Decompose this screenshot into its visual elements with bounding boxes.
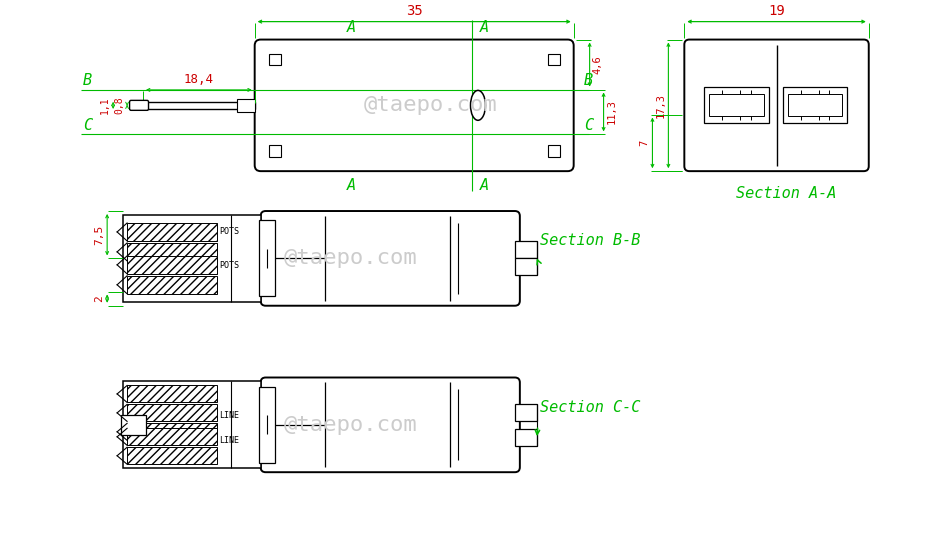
Text: POTS: POTS: [219, 262, 239, 270]
Bar: [548, 145, 560, 157]
Bar: [787, 94, 842, 116]
Text: 7,5: 7,5: [94, 225, 104, 245]
Text: 7: 7: [639, 140, 649, 146]
Bar: [127, 223, 217, 241]
Bar: [237, 99, 255, 112]
Text: A: A: [347, 177, 356, 192]
Bar: [121, 415, 146, 435]
Bar: [127, 423, 217, 440]
Bar: [783, 87, 847, 123]
Text: A: A: [480, 177, 489, 192]
Bar: [548, 54, 560, 65]
Bar: [709, 94, 764, 116]
Text: LINE: LINE: [219, 436, 239, 445]
Bar: [127, 256, 217, 274]
Text: A: A: [347, 20, 356, 35]
Text: Section A-A: Section A-A: [736, 185, 836, 200]
Text: C: C: [583, 118, 593, 133]
Bar: [269, 54, 280, 65]
Text: 11,3: 11,3: [607, 100, 616, 124]
Bar: [127, 405, 217, 421]
Text: 18,4: 18,4: [184, 73, 214, 86]
Text: 4,6: 4,6: [593, 55, 602, 74]
Bar: [127, 447, 217, 464]
Text: 2: 2: [94, 295, 104, 302]
Text: Section B-B: Section B-B: [540, 233, 640, 248]
Text: 19: 19: [768, 4, 784, 18]
Text: @taepo.com: @taepo.com: [363, 95, 497, 115]
Bar: [269, 145, 280, 157]
FancyBboxPatch shape: [684, 40, 868, 171]
Text: Section C-C: Section C-C: [540, 400, 640, 415]
Bar: [123, 382, 261, 468]
Bar: [514, 404, 537, 421]
Text: B: B: [83, 73, 93, 88]
Text: 35: 35: [406, 4, 423, 18]
Bar: [704, 87, 768, 123]
Bar: [127, 385, 217, 403]
Bar: [123, 215, 261, 302]
FancyBboxPatch shape: [129, 100, 148, 110]
Bar: [259, 387, 275, 463]
Bar: [127, 276, 217, 294]
Text: A: A: [480, 20, 489, 35]
Text: 1,1: 1,1: [100, 96, 110, 114]
FancyBboxPatch shape: [261, 211, 520, 306]
Text: C: C: [83, 118, 93, 133]
Text: LINE: LINE: [219, 411, 239, 420]
FancyBboxPatch shape: [261, 377, 520, 472]
Bar: [143, 102, 255, 109]
Text: 17,3: 17,3: [655, 93, 666, 118]
Bar: [514, 258, 537, 276]
Text: POTS: POTS: [219, 227, 239, 236]
Bar: [514, 429, 537, 445]
FancyBboxPatch shape: [255, 40, 574, 171]
Bar: [127, 428, 217, 445]
Bar: [127, 243, 217, 261]
Text: B: B: [583, 73, 593, 88]
Text: @taepo.com: @taepo.com: [283, 248, 417, 269]
Bar: [514, 241, 537, 258]
Text: 0,8: 0,8: [114, 96, 124, 114]
Text: @taepo.com: @taepo.com: [283, 415, 417, 435]
Bar: [259, 220, 275, 296]
Ellipse shape: [470, 91, 485, 120]
